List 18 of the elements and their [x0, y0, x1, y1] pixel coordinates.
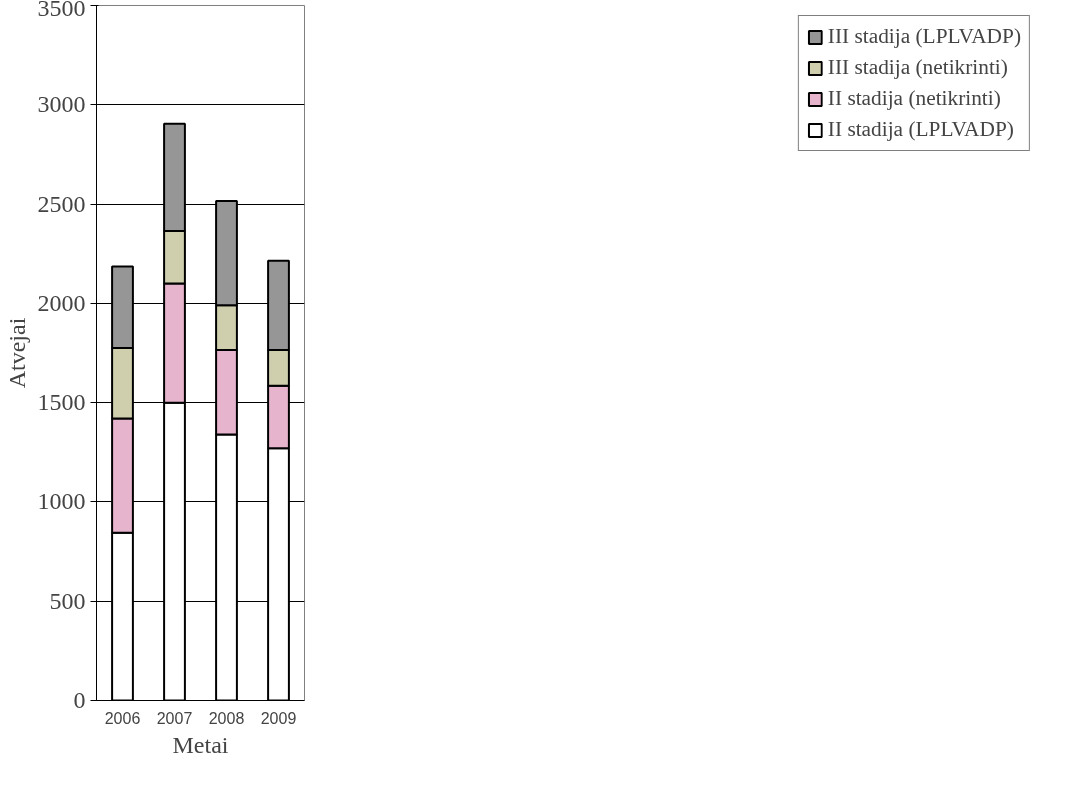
legend-label: II stadija (LPLVADP) [827, 117, 1014, 142]
legend-label: III stadija (LPLVADP) [827, 24, 1021, 49]
y-tick-label: 2000 [37, 289, 86, 316]
x-tick-label: 2008 [208, 709, 245, 727]
y-tick-label: 1000 [37, 488, 86, 515]
y-tick-label: 2500 [37, 190, 86, 217]
x-tick-label: 2006 [104, 709, 141, 727]
legend-label: II stadija (netikrinti) [827, 86, 1001, 111]
y-tick-label: 0 [73, 687, 86, 713]
legend-label: III stadija (netikrinti) [827, 55, 1008, 80]
x-tick-label: 2007 [156, 709, 193, 727]
y-axis-title: Atvejai [3, 317, 30, 389]
y-tick-label: 3500 [37, 0, 86, 21]
y-tick-label: 3000 [37, 91, 86, 118]
y-tick-label: 1500 [37, 389, 86, 416]
y-tick-label: 500 [49, 587, 86, 614]
x-axis-title: Metai [172, 731, 229, 758]
x-tick-label: 2009 [260, 709, 297, 727]
